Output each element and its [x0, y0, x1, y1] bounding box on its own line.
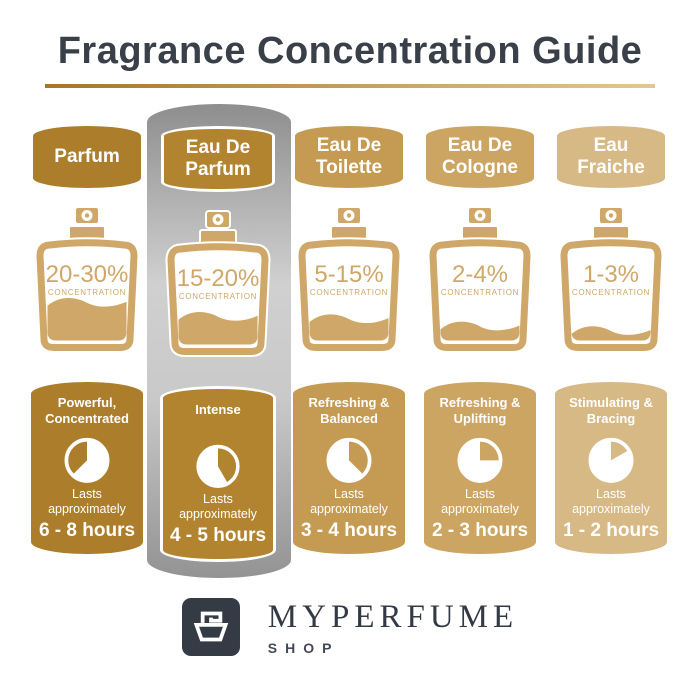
clock-pie-icon	[64, 437, 110, 483]
lasts-label: Lasts approximately	[441, 486, 519, 517]
infographic-page: Fragrance Concentration Guide Parfum 20-…	[0, 30, 700, 700]
duration-value: 4 - 5 hours	[169, 525, 267, 546]
perfume-bottle-icon: 2-4% CONCENTRATION	[427, 206, 533, 353]
info-card: Stimulating & Bracing Lasts approximatel…	[555, 382, 667, 554]
column-parfum: Parfum 20-30% CONCENTRATION Powerful, Co…	[26, 104, 148, 554]
liquid-fill	[571, 326, 651, 341]
concentration-label: CONCENTRATION	[441, 288, 519, 297]
concentration-label: CONCENTRATION	[179, 292, 257, 301]
concentration-value: 20-30%	[46, 261, 129, 288]
title-underline	[45, 84, 655, 88]
perfume-bottle-icon: 5-15% CONCENTRATION	[296, 206, 402, 353]
duration-value: 6 - 8 hours	[38, 520, 136, 541]
column-eau-de-cologne: Eau De Cologne 2-4% CONCENTRATION Refres…	[419, 104, 541, 554]
brand-logo-icon	[181, 598, 240, 656]
scent-character-label: Stimulating & Bracing	[569, 395, 653, 427]
scent-character-label: Refreshing & Uplifting	[439, 395, 521, 427]
brand-subtitle: SHOP	[267, 639, 340, 656]
liquid-fill	[47, 298, 127, 341]
info-card: Powerful, Concentrated Lasts approximate…	[31, 382, 143, 554]
concentration-value: 2-4%	[452, 261, 508, 288]
category-badge: Eau De Parfum	[161, 126, 275, 192]
concentration-label: CONCENTRATION	[572, 288, 650, 297]
clock-pie-icon	[457, 437, 503, 483]
scent-character-label: Intense	[195, 402, 241, 417]
duration-value: 2 - 3 hours	[431, 520, 529, 541]
concentration-label: CONCENTRATION	[310, 288, 388, 297]
info-card: Refreshing & Uplifting Lasts approximate…	[424, 382, 536, 554]
columns-grid: Parfum 20-30% CONCENTRATION Powerful, Co…	[0, 104, 700, 578]
concentration-value: 5-15%	[314, 261, 383, 288]
clock-pie-icon	[196, 444, 240, 488]
info-card: Refreshing & Balanced Lasts approximatel…	[293, 382, 405, 554]
perfume-bottle-icon: 15-20% CONCENTRATION	[165, 210, 271, 357]
category-badge: Eau De Toilette	[295, 126, 403, 188]
duration-value: 3 - 4 hours	[300, 520, 398, 541]
liquid-fill	[178, 312, 258, 345]
column-eau-de-parfum: Eau De Parfum 15-20% CONCENTRATION Inten…	[157, 104, 279, 562]
page-title: Fragrance Concentration Guide	[57, 30, 643, 72]
category-badge: Eau Fraiche	[557, 126, 665, 188]
perfume-bottle-icon: 1-3% CONCENTRATION	[558, 206, 664, 353]
perfume-bottle-icon: 20-30% CONCENTRATION	[34, 206, 140, 353]
liquid-fill	[440, 321, 520, 341]
scent-character-label: Powerful, Concentrated	[45, 395, 129, 427]
concentration-value: 1-3%	[583, 261, 639, 288]
duration-value: 1 - 2 hours	[562, 520, 660, 541]
concentration-label: CONCENTRATION	[48, 288, 126, 297]
concentration-value: 15-20%	[177, 265, 260, 292]
brand-name: MYPERFUME	[267, 598, 519, 635]
info-card: Intense Lasts approximately 4 - 5 hours	[160, 386, 276, 562]
lasts-label: Lasts approximately	[310, 486, 388, 517]
lasts-label: Lasts approximately	[179, 491, 257, 522]
lasts-label: Lasts approximately	[572, 486, 650, 517]
lasts-label: Lasts approximately	[48, 486, 126, 517]
clock-pie-icon	[588, 437, 634, 483]
clock-pie-icon	[326, 437, 372, 483]
liquid-fill	[309, 314, 389, 341]
footer-logo: MYPERFUME SHOP	[0, 598, 700, 656]
column-eau-fraiche: Eau Fraiche 1-3% CONCENTRATION Stimulati…	[550, 104, 672, 554]
category-badge: Eau De Cologne	[426, 126, 534, 188]
column-eau-de-toilette: Eau De Toilette 5-15% CONCENTRATION Refr…	[288, 104, 410, 554]
scent-character-label: Refreshing & Balanced	[308, 395, 390, 427]
brand-wordmark: MYPERFUME SHOP	[268, 599, 518, 656]
category-badge: Parfum	[33, 126, 141, 188]
